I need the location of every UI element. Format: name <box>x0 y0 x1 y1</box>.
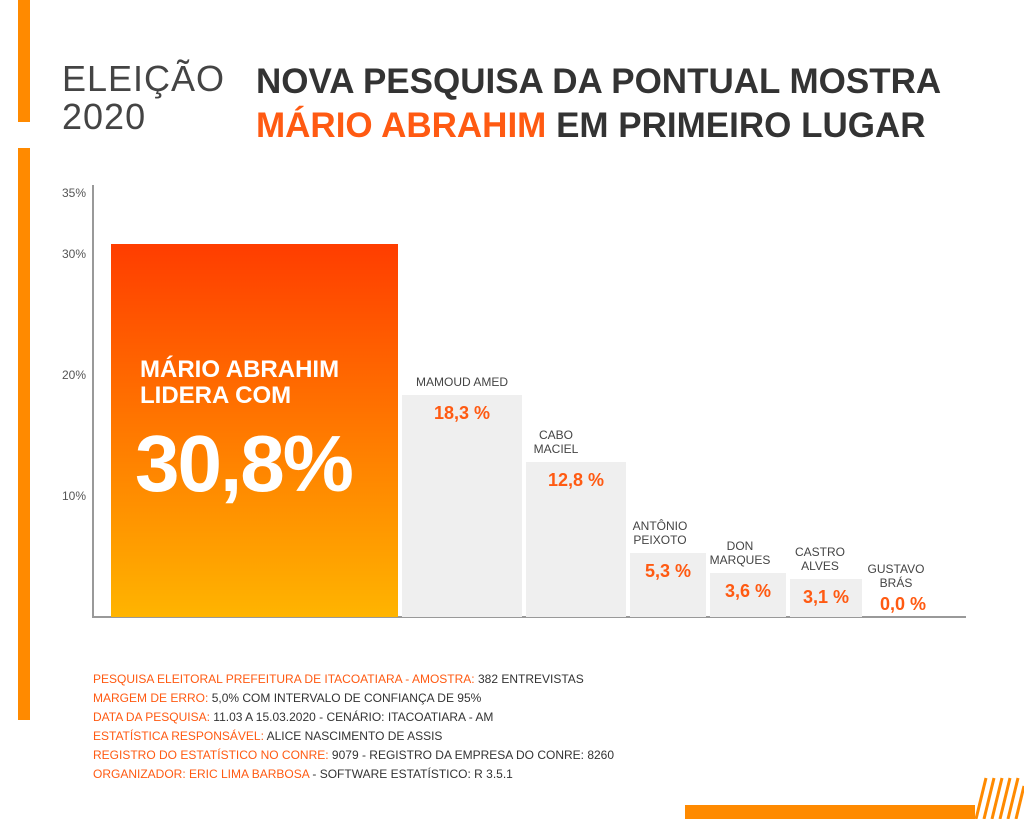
value-label: 3,1 % <box>802 587 850 608</box>
y-tick-label: 20% <box>61 367 86 382</box>
category-label: CASTRO ALVES <box>794 545 845 574</box>
title-rest: EM PRIMEIRO LUGAR <box>556 106 926 145</box>
note-label: ORGANIZADOR: ERIC LIMA BARBOSA <box>93 767 310 781</box>
y-tick-label: 30% <box>61 246 86 261</box>
y-tick-label: 10% <box>61 488 86 503</box>
bar <box>402 395 522 617</box>
value-label: 0,0 % <box>879 594 927 614</box>
category-label: ANTÔNIO PEIXOTO <box>632 518 688 547</box>
note-text: - SOFTWARE ESTATÍSTICO: R 3.5.1 <box>312 767 513 781</box>
note-text: 11.03 A 15.03.2020 - CENÁRIO: ITACOATIAR… <box>213 710 494 724</box>
deco-bar <box>685 805 975 819</box>
note-label: DATA DA PESQUISA: <box>93 710 210 724</box>
bar <box>630 552 706 617</box>
value-label: 12,8 % <box>547 469 605 490</box>
note-line: MARGEM DE ERRO: 5,0% COM INTERVALO DE CO… <box>93 689 614 708</box>
bar <box>710 573 786 617</box>
note-label: REGISTRO DO ESTATÍSTICO NO CONRE: <box>93 748 329 762</box>
note-text: 382 ENTREVISTAS <box>478 672 584 686</box>
title-highlight: MÁRIO ABRAHIM <box>256 106 547 145</box>
note-text: 5,0% COM INTERVALO DE CONFIANÇA DE 95% <box>211 691 482 705</box>
value-label: 18,3 % <box>433 403 491 424</box>
note-line: REGISTRO DO ESTATÍSTICO NO CONRE: 9079 -… <box>93 746 614 765</box>
note-line: ESTATÍSTICA RESPONSÁVEL: ALICE NASCIMENT… <box>93 727 614 746</box>
note-line: PESQUISA ELEITORAL PREFEITURA DE ITACOAT… <box>93 670 614 689</box>
title-line: NOVA PESQUISA DA PONTUAL MOSTRA <box>256 62 942 101</box>
value-label: 30,8% <box>135 419 354 508</box>
notes: PESQUISA ELEITORAL PREFEITURA DE ITACOAT… <box>93 670 614 784</box>
category-label: MÁRIO ABRAHIM <box>140 356 340 383</box>
y-axis <box>92 185 94 618</box>
note-label: ESTATÍSTICA RESPONSÁVEL: <box>93 729 264 743</box>
category-label: DON MARQUES <box>709 539 771 568</box>
note-text: 9079 - REGISTRO DA EMPRESA DO CONRE: 826… <box>331 748 615 762</box>
category-label: GUSTAVO BRÁS <box>867 562 925 590</box>
leader-caption: LIDERA COM <box>140 382 292 409</box>
category-label: CABO MACIEL <box>533 427 579 456</box>
value-label: 5,3 % <box>644 560 692 581</box>
bar <box>111 243 398 617</box>
category-label: MAMOUD AMED <box>415 375 508 390</box>
note-text: ALICE NASCIMENTO DE ASSIS <box>266 729 443 743</box>
chart-title: NOVA PESQUISA DA PONTUAL MOSTRA MÁRIO AB… <box>256 60 941 148</box>
leader-text: MÁRIO ABRAHIM LIDERA COM <box>140 357 390 409</box>
kicker: ELEIÇÃO 2020 <box>62 58 226 137</box>
note-line: ORGANIZADOR: ERIC LIMA BARBOSA - SOFTWAR… <box>93 765 614 784</box>
bar <box>790 579 862 617</box>
deco-stripe <box>18 0 30 122</box>
note-label: MARGEM DE ERRO: <box>93 691 209 705</box>
x-axis <box>92 616 966 618</box>
value-label: 3,6 % <box>724 581 772 602</box>
y-tick-label: 35% <box>61 186 86 200</box>
note-label: PESQUISA ELEITORAL PREFEITURA DE ITACOAT… <box>93 672 475 686</box>
deco-hatch <box>974 777 1024 819</box>
note-line: DATA DA PESQUISA: 11.03 A 15.03.2020 - C… <box>93 708 614 727</box>
bar <box>526 461 626 617</box>
title-line: MÁRIO ABRAHIM EM PRIMEIRO LUGAR <box>256 104 941 148</box>
deco-stripe <box>18 148 30 720</box>
